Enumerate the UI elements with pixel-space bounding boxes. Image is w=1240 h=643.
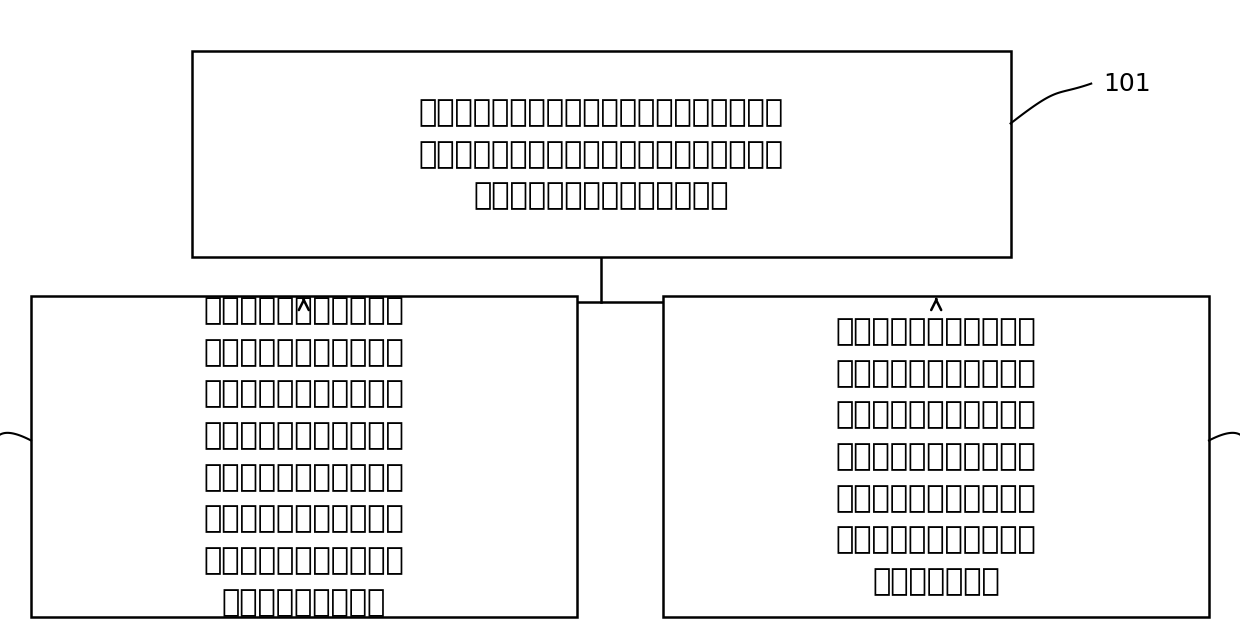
Bar [663, 296, 1209, 617]
Bar [192, 51, 1011, 257]
Text: 当回水温度或出水温度与
冷媒液管温度的差值大于
或等于第一预设阈值，且
节流元件的关闭时长大于
或等于第二预设阈值时，
控制地暖用水模块的水泵
开启，同时控制节: 当回水温度或出水温度与 冷媒液管温度的差值大于 或等于第一预设阈值，且 节流元件… [203, 296, 404, 617]
Text: 获取地暖用水模块的回水温度或出水温度与地
暖用水模块的冷媒液管温度的差值，以及地暖
用水模块的节流元件的关闭时长: 获取地暖用水模块的回水温度或出水温度与地 暖用水模块的冷媒液管温度的差值，以及地… [419, 98, 784, 210]
Bar [31, 296, 577, 617]
Text: 当回水温度或出水温度与
冷媒液管温度的差值大于
或等于第一预设阈值，且
节流元件的关闭时长大于
或等于第二预设阈值时，
控制加热单元和地暖用水
模块的水泵开启: 当回水温度或出水温度与 冷媒液管温度的差值大于 或等于第一预设阈值，且 节流元件… [836, 317, 1037, 596]
Text: 101: 101 [1104, 71, 1151, 96]
